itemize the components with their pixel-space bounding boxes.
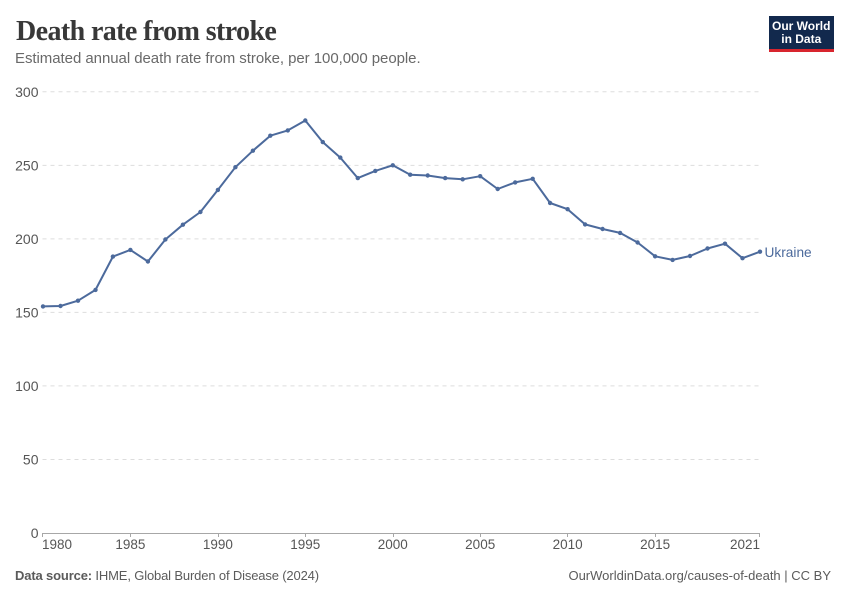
svg-text:1995: 1995	[290, 537, 320, 552]
svg-text:2010: 2010	[553, 537, 583, 552]
svg-text:2015: 2015	[640, 537, 670, 552]
svg-text:0: 0	[31, 525, 39, 541]
svg-text:250: 250	[15, 158, 39, 174]
svg-text:150: 150	[15, 305, 39, 321]
svg-text:1980: 1980	[42, 537, 72, 552]
svg-text:2021: 2021	[730, 537, 760, 552]
svg-text:1985: 1985	[115, 537, 145, 552]
svg-text:100: 100	[15, 378, 39, 394]
svg-text:300: 300	[15, 84, 39, 100]
svg-text:2005: 2005	[465, 537, 495, 552]
svg-text:50: 50	[23, 452, 39, 468]
svg-text:2000: 2000	[378, 537, 408, 552]
svg-text:200: 200	[15, 231, 39, 247]
svg-text:Ukraine: Ukraine	[765, 245, 812, 260]
svg-text:1990: 1990	[203, 537, 233, 552]
